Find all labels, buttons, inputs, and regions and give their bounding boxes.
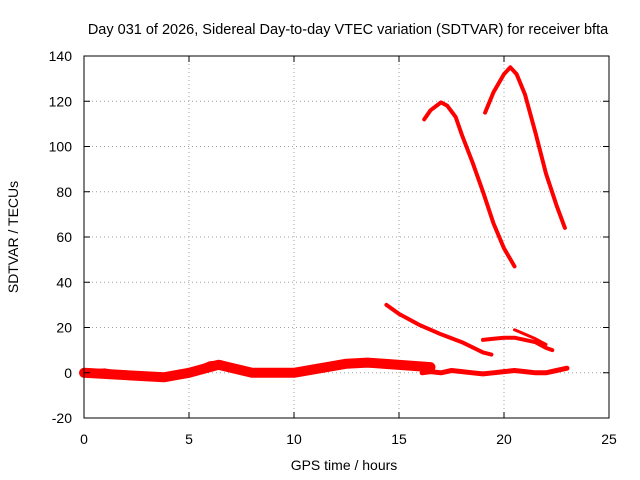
y-tick-label: 0 <box>64 365 72 381</box>
chart-title: Day 031 of 2026, Sidereal Day-to-day VTE… <box>88 22 609 38</box>
y-tick-label: -20 <box>52 410 72 426</box>
y-tick-label: 140 <box>49 48 73 64</box>
y-tick-label: 100 <box>49 139 73 155</box>
series-arc-2 <box>483 65 567 230</box>
series-late-baseline <box>419 365 570 377</box>
x-tick-label: 20 <box>496 431 512 447</box>
series-baseline-band <box>79 357 436 383</box>
y-tick-label: 60 <box>56 229 72 245</box>
x-tick-labels: 0 5 10 15 20 25 <box>80 431 617 447</box>
x-tick-label: 0 <box>80 431 88 447</box>
y-tick-label: 80 <box>56 184 72 200</box>
x-axis-label: GPS time / hours <box>291 457 398 473</box>
axis-ticks <box>83 55 610 419</box>
x-tick-label: 25 <box>601 431 617 447</box>
y-tick-label: 120 <box>49 93 73 109</box>
series-arc-4 <box>481 335 555 353</box>
series-arc-4-upper <box>513 328 548 346</box>
y-tick-label: 20 <box>56 320 72 336</box>
grid-lines <box>84 56 609 418</box>
y-tick-labels: -20 0 20 40 60 80 100 120 140 <box>49 48 73 426</box>
series-arc-3 <box>384 302 494 357</box>
x-tick-label: 10 <box>286 431 302 447</box>
series-group <box>79 65 570 383</box>
y-axis-label: SDTVAR / TECUs <box>5 181 21 293</box>
x-tick-label: 5 <box>185 431 193 447</box>
x-tick-label: 15 <box>391 431 407 447</box>
series-arc-1 <box>422 100 517 269</box>
y-tick-label: 40 <box>56 274 72 290</box>
